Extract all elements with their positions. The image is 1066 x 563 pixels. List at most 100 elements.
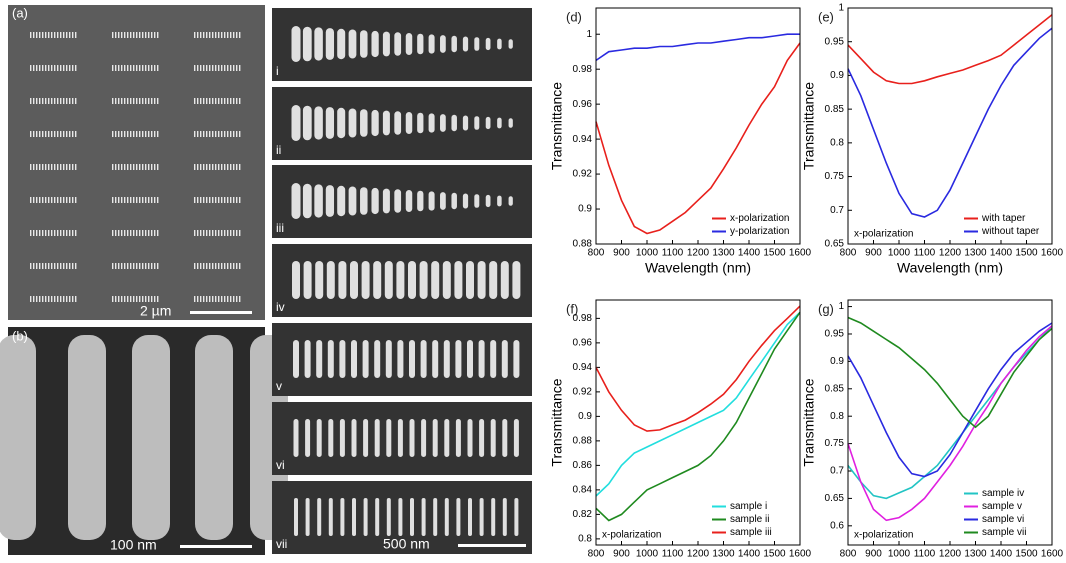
strip-rod (337, 107, 346, 139)
grating-line (233, 32, 235, 38)
legend-label: sample i (730, 501, 767, 512)
grating-line (42, 263, 44, 269)
y-tick-label: 0.98 (573, 64, 593, 75)
grating-line (133, 197, 135, 203)
grating-line (115, 32, 117, 38)
x-tick-label: 900 (613, 248, 630, 259)
grating-line (60, 65, 62, 71)
grating-line (69, 230, 71, 236)
scalebar-label: 100 nm (110, 537, 157, 553)
grating-line (194, 296, 196, 302)
grating-line (63, 98, 65, 104)
grating-line (57, 131, 59, 137)
grating-line (200, 296, 202, 302)
strip-rod (385, 340, 392, 378)
grating-line (66, 131, 68, 137)
strip-rod (485, 37, 491, 51)
grating-line (66, 32, 68, 38)
grating-line (233, 164, 235, 170)
x-tick-label: 1200 (939, 248, 962, 259)
grating-line (200, 131, 202, 137)
grating-line (54, 164, 56, 170)
grating-line (139, 98, 141, 104)
grating-line (212, 296, 214, 302)
strip-rod (440, 35, 446, 53)
grating-line (127, 296, 129, 302)
x-tick-label: 1000 (888, 549, 911, 560)
strip-rod (394, 111, 402, 135)
grating-line (148, 230, 150, 236)
strip-rod (363, 498, 368, 536)
grating-line (227, 32, 229, 38)
strip-rod (462, 193, 469, 209)
nanorod (195, 335, 233, 540)
grating-line (197, 131, 199, 137)
strip-rod (468, 498, 472, 536)
grating-line (112, 197, 114, 203)
grating-line (157, 164, 159, 170)
grating-line (130, 131, 132, 137)
strip-rod (474, 116, 480, 130)
grating-line (197, 263, 199, 269)
grating-line (121, 32, 123, 38)
strip-rod (360, 187, 368, 215)
grating-line (130, 197, 132, 203)
grating-line (154, 296, 156, 302)
grating-line (75, 296, 77, 302)
grating-line (148, 164, 150, 170)
grating-line (72, 230, 74, 236)
grating-line (209, 296, 211, 302)
strip-rod (432, 340, 439, 378)
grating-line (30, 263, 32, 269)
strip-rod (317, 498, 322, 536)
y-tick-label: 0.84 (573, 485, 593, 496)
grating-line (142, 98, 144, 104)
grating-line (127, 263, 129, 269)
grating-line (75, 65, 77, 71)
strip-rod (373, 261, 382, 299)
grating-line (221, 131, 223, 137)
grating-line (145, 296, 147, 302)
grating-line (136, 131, 138, 137)
grating-line (218, 296, 220, 302)
strip-rod (408, 261, 416, 299)
x-tick-label: 1200 (687, 248, 710, 259)
y-tick-label: 0.92 (573, 387, 593, 398)
grating-line (60, 197, 62, 203)
grating-line (57, 197, 59, 203)
grating-line (139, 32, 141, 38)
y-tick-label: 0.9 (578, 411, 592, 422)
grating-line (206, 230, 208, 236)
grating-line (63, 131, 65, 137)
strip-rod (474, 194, 480, 208)
grating-line (48, 263, 50, 269)
x-tick-label: 1600 (1041, 248, 1064, 259)
x-tick-label: 1400 (990, 248, 1013, 259)
grating-line (157, 131, 159, 137)
strip-rod (417, 112, 424, 134)
grating-line (72, 263, 74, 269)
grating-line (63, 32, 65, 38)
grating-line (206, 263, 208, 269)
grating-line (209, 197, 211, 203)
grating-line (33, 98, 35, 104)
strip-rod (362, 340, 369, 378)
grating-line (30, 32, 32, 38)
strip-rod (398, 498, 403, 536)
strip-rod (314, 184, 323, 218)
legend-label: sample iv (982, 488, 1024, 499)
grating-line (145, 230, 147, 236)
grating-line (115, 197, 117, 203)
grating-line (130, 32, 132, 38)
strip-label: vii (276, 537, 287, 551)
strip-rod (371, 109, 379, 137)
grating-line (215, 230, 217, 236)
grating-line (203, 263, 205, 269)
grating-line (48, 65, 50, 71)
grating-line (209, 230, 211, 236)
grating-line (200, 230, 202, 236)
grating-line (148, 65, 150, 71)
annotation: x-polarization (854, 229, 913, 240)
grating-line (30, 164, 32, 170)
strip-rod (375, 498, 380, 536)
